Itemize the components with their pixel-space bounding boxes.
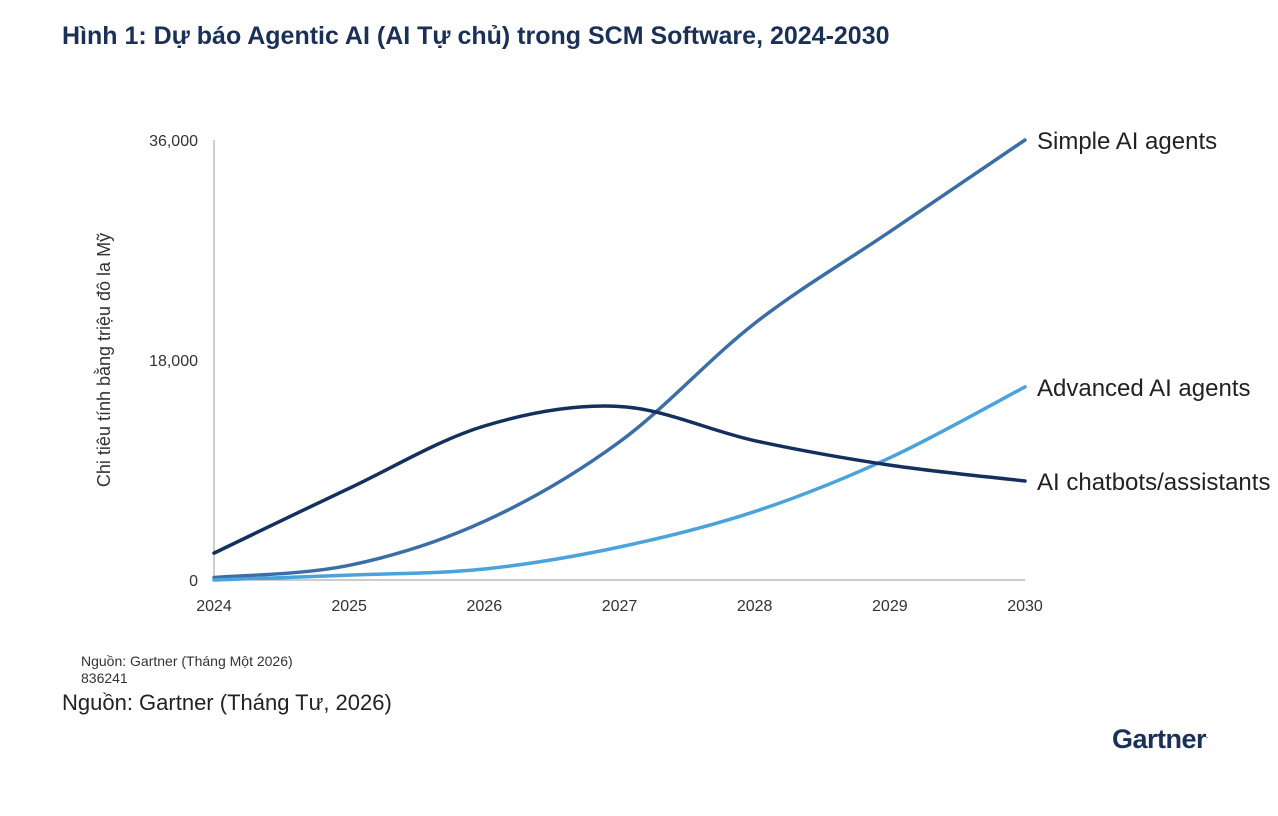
y-tick-label: 36,000: [149, 133, 198, 150]
x-tick-label: 2024: [196, 598, 232, 615]
x-tick-label: 2029: [872, 598, 908, 615]
figure-title: Hình 1: Dự báo Agentic AI (AI Tự chủ) tr…: [62, 22, 890, 50]
document-id: 836241: [81, 670, 128, 686]
x-tick-label: 2027: [602, 598, 638, 615]
series-label: Advanced AI agents: [1037, 375, 1251, 402]
logo-text: Gartner: [1112, 724, 1207, 754]
y-tick-label: 18,000: [149, 353, 198, 370]
source-small: Nguồn: Gartner (Tháng Một 2026): [81, 653, 293, 669]
series-label: Simple AI agents: [1037, 128, 1217, 155]
series-label: AI chatbots/assistants: [1037, 469, 1270, 496]
x-tick-label: 2028: [737, 598, 773, 615]
source-note: Nguồn: Gartner (Tháng Một 2026) 836241: [81, 653, 293, 687]
y-tick-label: 0: [189, 573, 198, 590]
source-large: Nguồn: Gartner (Tháng Tư, 2026): [62, 690, 392, 715]
series-line-0: [212, 138, 1027, 580]
series-line-2: [212, 404, 1027, 555]
x-tick-label: 2025: [331, 598, 367, 615]
x-tick-label: 2030: [1007, 598, 1043, 615]
x-tick-label: 2026: [467, 598, 503, 615]
y-axis-label: Chi tiêu tính bằng triệu đô la Mỹ: [93, 233, 114, 487]
gartner-logo: Gartner.: [1112, 724, 1208, 754]
series-line-1: [212, 385, 1027, 582]
